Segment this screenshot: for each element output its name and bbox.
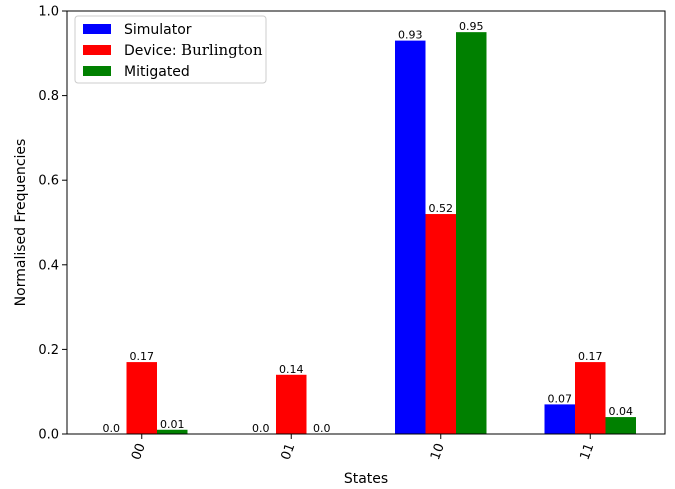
bar-label-simulator-11: 0.07 [548, 392, 573, 405]
x-tick-label-10: 10 [428, 441, 448, 462]
y-tick-label-4: 0.8 [38, 89, 59, 104]
x-axis: 00 01 10 11 [129, 434, 597, 462]
legend-label-device: Device: Burlington [124, 41, 263, 59]
bar-label-simulator-01: 0.0 [252, 422, 270, 435]
legend: Simulator Device: Burlington Mitigated [74, 15, 267, 84]
legend-device-name: Burlington [181, 41, 263, 59]
x-tick-label-00: 00 [129, 441, 149, 462]
legend-swatch-simulator [83, 24, 111, 34]
bar-device-burlington-01 [276, 374, 307, 434]
y-tick-label-5: 1.0 [38, 5, 59, 20]
legend-swatch-device [83, 45, 111, 55]
bar-labels-group: 0.0 0.17 0.01 0.0 0.14 0.0 0.93 0.52 0.95 0.07 0.1… [103, 20, 634, 435]
bars-group [126, 32, 636, 435]
bar-label-device-burlington-11: 0.17 [578, 350, 603, 363]
bar-label-device-burlington-00: 0.17 [130, 350, 155, 363]
bar-mitigated-11 [605, 417, 636, 434]
bar-simulator-10 [395, 40, 426, 435]
plot-frame [66, 10, 666, 435]
bar-label-mitigated-10: 0.95 [459, 20, 484, 33]
bar-mitigated-10 [456, 32, 487, 435]
y-tick-label-3: 0.6 [38, 174, 59, 189]
x-tick-label-11: 11 [578, 441, 598, 462]
y-tick-label-0: 0.0 [38, 428, 59, 443]
bar-label-mitigated-01: 0.0 [313, 422, 331, 435]
legend-swatch-mitigated [83, 66, 111, 76]
y-axis-label: Normalised Frequencies [13, 139, 29, 307]
bar-label-simulator-10: 0.93 [398, 29, 423, 42]
legend-box [74, 15, 267, 84]
bar-label-mitigated-11: 0.04 [609, 405, 634, 418]
bar-mitigated-00 [157, 429, 188, 434]
bar-device-burlington-00 [126, 362, 157, 434]
bar-label-device-burlington-01: 0.14 [279, 363, 304, 376]
bar-device-burlington-10 [425, 214, 456, 434]
bar-simulator-11 [544, 404, 575, 434]
legend-label-mitigated: Mitigated [124, 64, 190, 80]
bar-label-simulator-00: 0.0 [103, 422, 121, 435]
y-tick-label-2: 0.4 [38, 258, 59, 273]
x-tick-label-01: 01 [279, 441, 299, 462]
y-axis: 0.0 0.2 0.4 0.6 0.8 1.0 [38, 5, 67, 443]
bar-device-burlington-11 [575, 362, 606, 434]
legend-label-simulator: Simulator [124, 22, 192, 38]
bar-label-mitigated-00: 0.01 [160, 418, 185, 431]
x-axis-label: States [344, 471, 388, 487]
y-tick-label-1: 0.2 [38, 343, 59, 358]
legend-device-prefix: Device: [124, 43, 181, 59]
bar-label-device-burlington-10: 0.52 [429, 202, 454, 215]
